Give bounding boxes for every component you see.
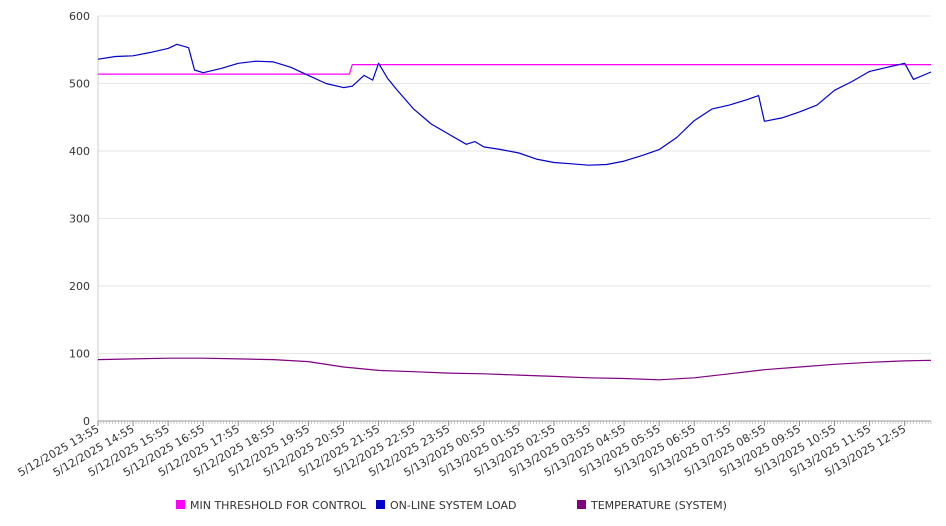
legend-label: ON-LINE SYSTEM LOAD (390, 499, 516, 512)
y-tick-label: 600 (69, 10, 90, 23)
plot-area (97, 43, 932, 381)
grid-lines (98, 15, 931, 354)
series-line (97, 357, 932, 381)
legend-label: TEMPERATURE (SYSTEM) (590, 499, 727, 512)
series-line (97, 43, 932, 166)
y-tick-label: 300 (69, 213, 90, 226)
legend-swatch (376, 500, 385, 509)
x-axis: 5/12/2025 13:555/12/2025 14:555/12/2025 … (16, 420, 932, 479)
y-tick-label: 500 (69, 78, 90, 91)
legend-swatch (176, 500, 185, 509)
y-tick-label: 400 (69, 145, 90, 158)
legend-swatch (577, 500, 586, 509)
y-tick-label: 200 (69, 280, 90, 293)
series-line (98, 63, 931, 75)
legend-label: MIN THRESHOLD FOR CONTROL (190, 499, 367, 512)
y-tick-label: 0 (83, 415, 90, 428)
y-axis: 0 100 200 300 400 500 600 (69, 10, 99, 428)
y-tick-label: 100 (69, 348, 90, 361)
legend: MIN THRESHOLD FOR CONTROL ON-LINE SYSTEM … (176, 499, 727, 512)
